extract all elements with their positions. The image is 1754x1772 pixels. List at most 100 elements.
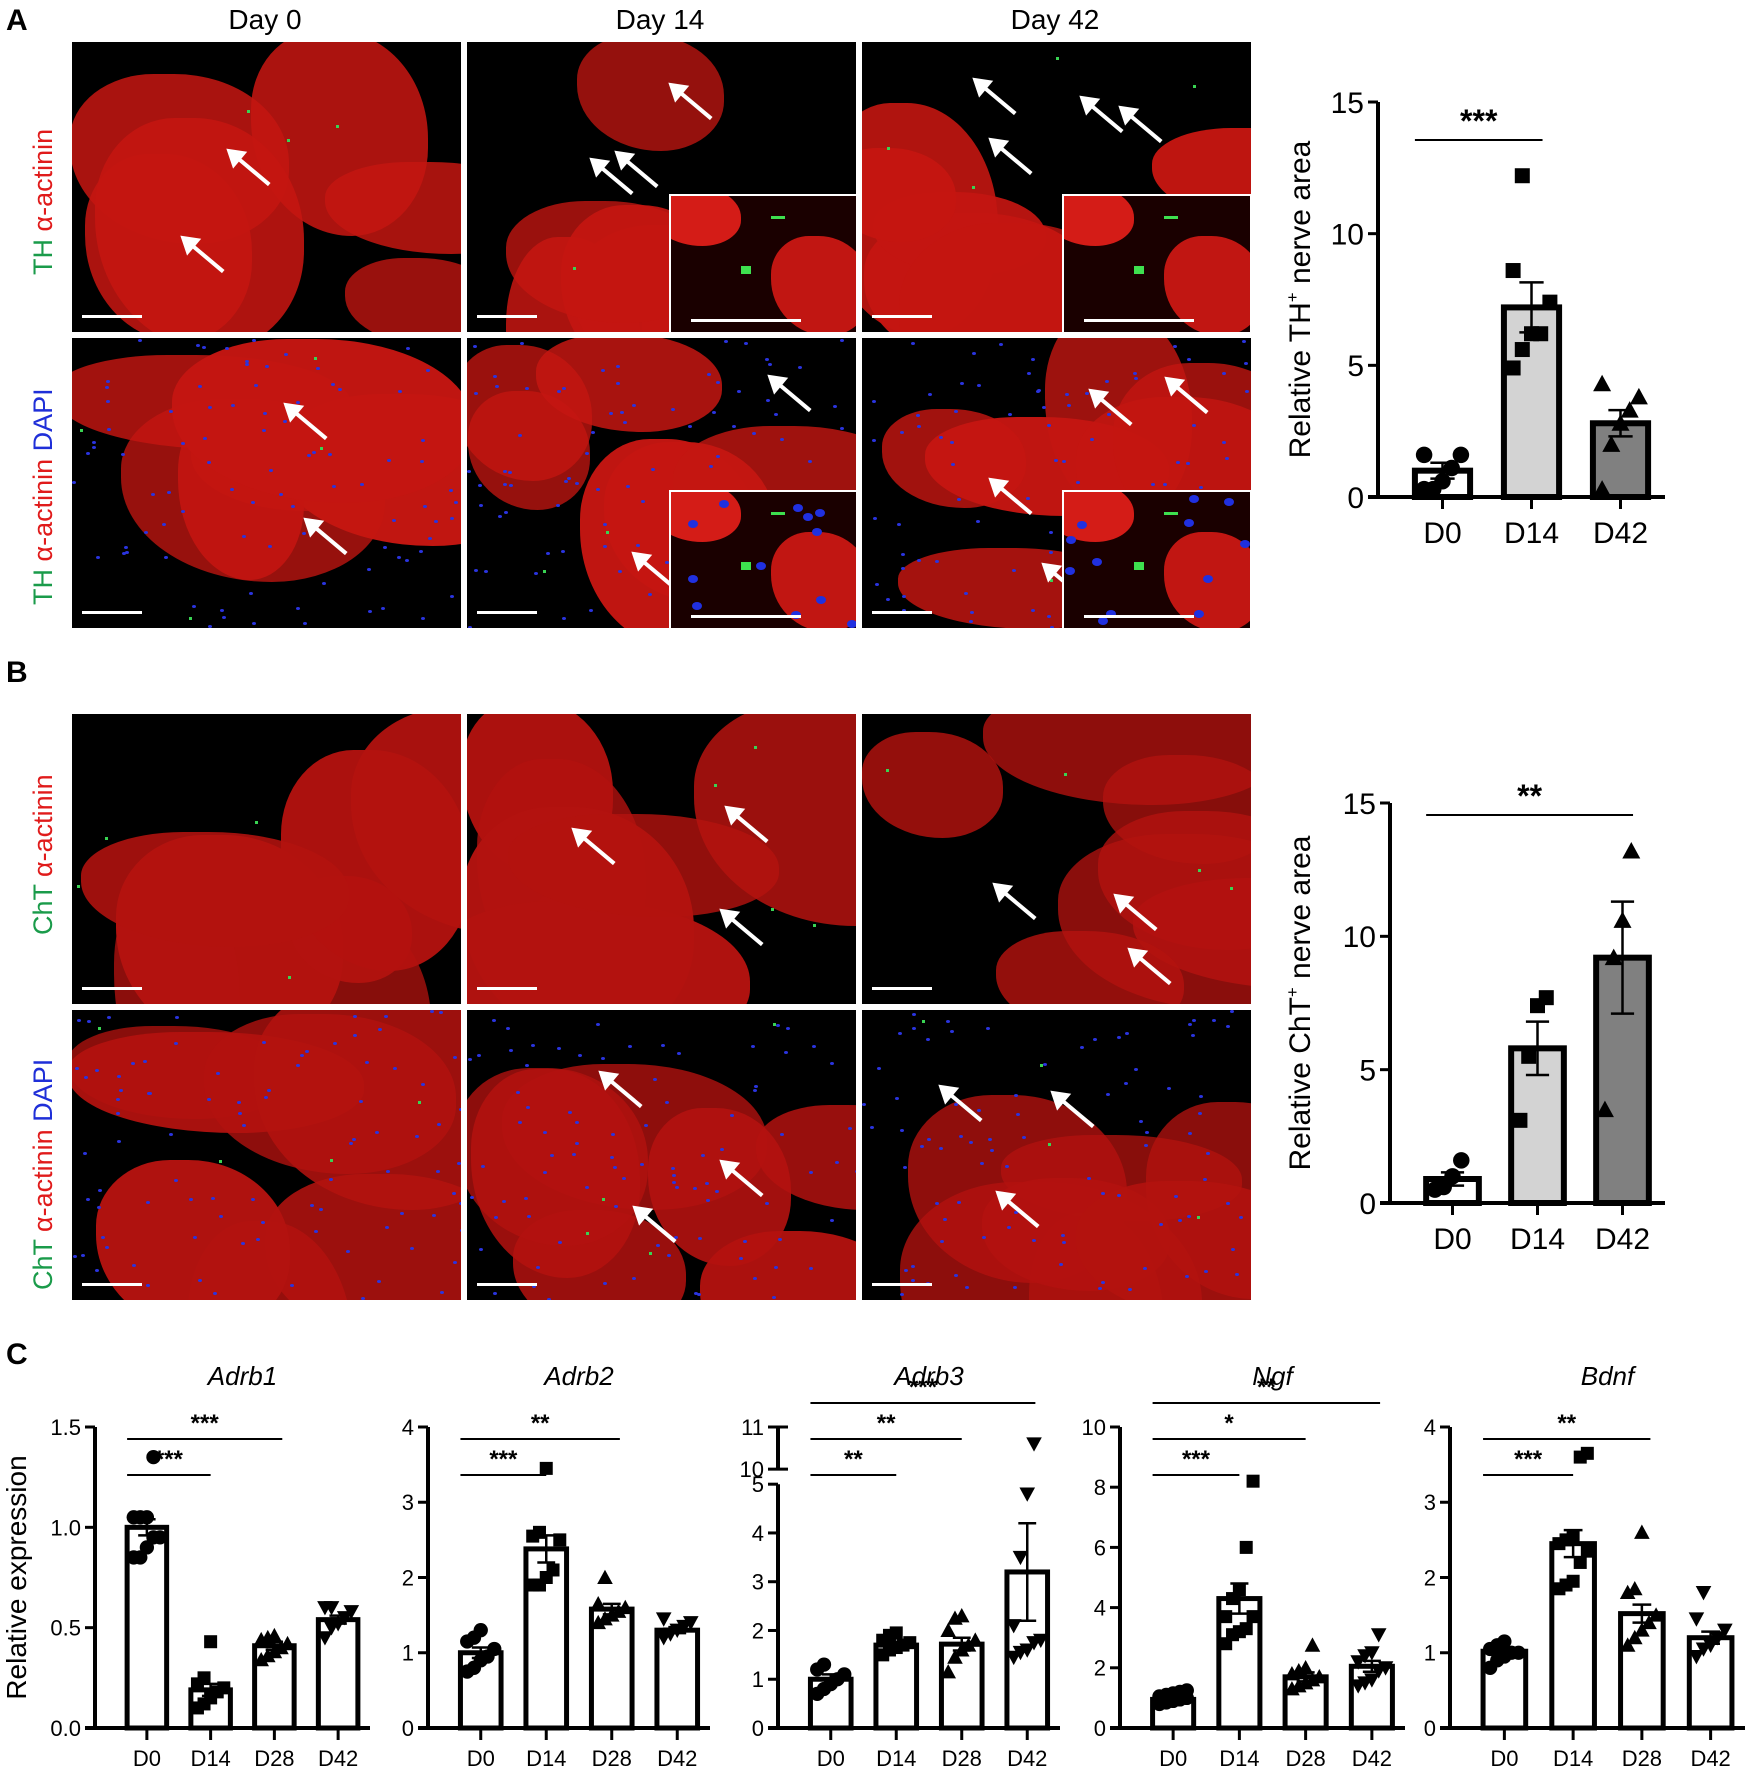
y-tick-label: 10 (1343, 921, 1376, 954)
x-tick-label: D14 (876, 1746, 916, 1771)
bar-d14 (1549, 1541, 1597, 1731)
x-tick-label: D42 (1690, 1746, 1730, 1771)
arrow-icon (621, 155, 659, 189)
y-tick-label: 3 (402, 1490, 414, 1515)
significance-label: ** (1517, 778, 1542, 814)
y-tick-label: 0 (1424, 1716, 1436, 1741)
x-tick-label: D28 (1285, 1746, 1325, 1771)
y-tick-label: 2 (1424, 1565, 1436, 1590)
y-tick-label: 4 (1094, 1596, 1106, 1621)
y-tick-label: 3 (752, 1570, 764, 1595)
zoom-inset (1062, 490, 1251, 628)
arrow-icon (994, 142, 1033, 176)
x-tick-label: D28 (1622, 1746, 1662, 1771)
y-tick-label: 0 (752, 1716, 764, 1741)
scale-bar (82, 315, 142, 318)
row-label-a2: TH α-actinin DAPI (28, 388, 58, 605)
column-title-day14: Day 14 (615, 4, 705, 35)
scale-bar (872, 987, 932, 990)
significance-label: ** (531, 1410, 550, 1437)
micrograph-r1-c3 (860, 40, 1253, 334)
arrow-icon (998, 887, 1037, 920)
micrograph-r3-c3 (860, 712, 1253, 1006)
chart-c-adrb1: 0.0 0.5 1.0 1.5 Relative expression Adrb1 D0 D1… (1, 1361, 370, 1771)
micrograph-r4-c3 (860, 1008, 1253, 1302)
y-tick-label: 4 (402, 1415, 414, 1440)
chart-title: Ngf (1252, 1361, 1295, 1391)
chart-title: Adrb2 (542, 1361, 614, 1391)
y-tick-label: 0 (1347, 482, 1364, 515)
micrograph-r2-c1 (70, 336, 463, 630)
x-tick-label: D28 (592, 1746, 632, 1771)
significance-label: ** (1557, 1410, 1576, 1437)
scale-bar (82, 987, 142, 990)
y-tick-label: 15 (1343, 788, 1376, 821)
significance-label: *** (1514, 1446, 1543, 1473)
arrow-icon (725, 913, 764, 946)
x-tick-label: D42 (318, 1746, 358, 1771)
significance-label: ** (877, 1410, 896, 1437)
row-label-b2: ChT α-actinin DAPI (28, 1058, 58, 1290)
x-tick-label: D28 (942, 1746, 982, 1771)
scale-bar (872, 1283, 932, 1286)
significance-label: *** (191, 1410, 220, 1437)
micrograph-r4-c2 (465, 1008, 858, 1302)
x-tick-label: D0 (1423, 517, 1461, 550)
y-tick-label: 6 (1094, 1535, 1106, 1560)
bar-d28 (588, 1606, 635, 1731)
arrow-icon (979, 82, 1017, 116)
y-tick-label: 2 (402, 1565, 414, 1590)
significance-label: *** (1182, 1446, 1211, 1473)
micrograph-r2-c3 (860, 336, 1253, 630)
chart-title: Adrb3 (892, 1361, 964, 1391)
y-tick-label: 0 (1359, 1188, 1376, 1221)
y-tick-label: 4 (752, 1521, 764, 1546)
column-title-day42: Day 42 (1010, 4, 1100, 35)
x-tick-label: D0 (817, 1746, 845, 1771)
y-axis-label: Relative ChT+ nerve area (1283, 835, 1317, 1170)
arrow-icon (1124, 110, 1163, 143)
micrograph-r1-c2 (465, 40, 858, 334)
y-tick-label: 4 (1424, 1415, 1436, 1440)
arrow-icon (595, 162, 634, 196)
significance-label: *** (489, 1446, 518, 1473)
y-tick-label: 15 (1331, 87, 1364, 120)
y-tick-label: 11 (741, 1415, 764, 1440)
y-tick-label: 0.5 (50, 1616, 81, 1641)
scale-bar (477, 611, 537, 614)
x-tick-label: D14 (190, 1746, 230, 1771)
y-axis-label: Relative TH+ nerve area (1283, 140, 1317, 458)
row-label-b1: ChT α-actinin (28, 774, 58, 935)
significance-label: *** (1460, 103, 1498, 139)
x-tick-label: D14 (1553, 1746, 1593, 1771)
panel-label-c: C (6, 1338, 28, 1371)
micrograph-r2-c2 (465, 336, 858, 630)
chart-title: Adrb1 (206, 1361, 277, 1391)
scale-bar (477, 315, 537, 318)
x-tick-label: D0 (1490, 1746, 1518, 1771)
scale-bar (872, 611, 932, 614)
x-tick-label: D42 (657, 1746, 697, 1771)
x-tick-label: D42 (1352, 1746, 1392, 1771)
scale-bar (477, 1283, 537, 1286)
arrow-icon (773, 379, 812, 413)
x-tick-label: D28 (254, 1746, 294, 1771)
y-tick-label: 2 (1094, 1656, 1106, 1681)
x-tick-label: D0 (133, 1746, 161, 1771)
x-tick-label: D14 (1219, 1746, 1259, 1771)
y-tick-label: 1 (1424, 1641, 1436, 1666)
scale-bar (82, 1283, 142, 1286)
y-axis-label: Relative expression (1, 1455, 32, 1699)
panel-label-a: A (6, 4, 28, 37)
x-tick-label: D14 (1504, 517, 1559, 550)
micrograph-r3-c1 (70, 712, 463, 1006)
significance-label: ** (1257, 1374, 1276, 1401)
x-tick-label: D14 (526, 1746, 566, 1771)
significance-label: *** (909, 1374, 938, 1401)
y-tick-label: 0 (402, 1716, 414, 1741)
y-tick-label: 5 (1359, 1054, 1376, 1087)
zoom-inset (669, 194, 856, 332)
chart-title: Bdnf (1581, 1361, 1637, 1391)
